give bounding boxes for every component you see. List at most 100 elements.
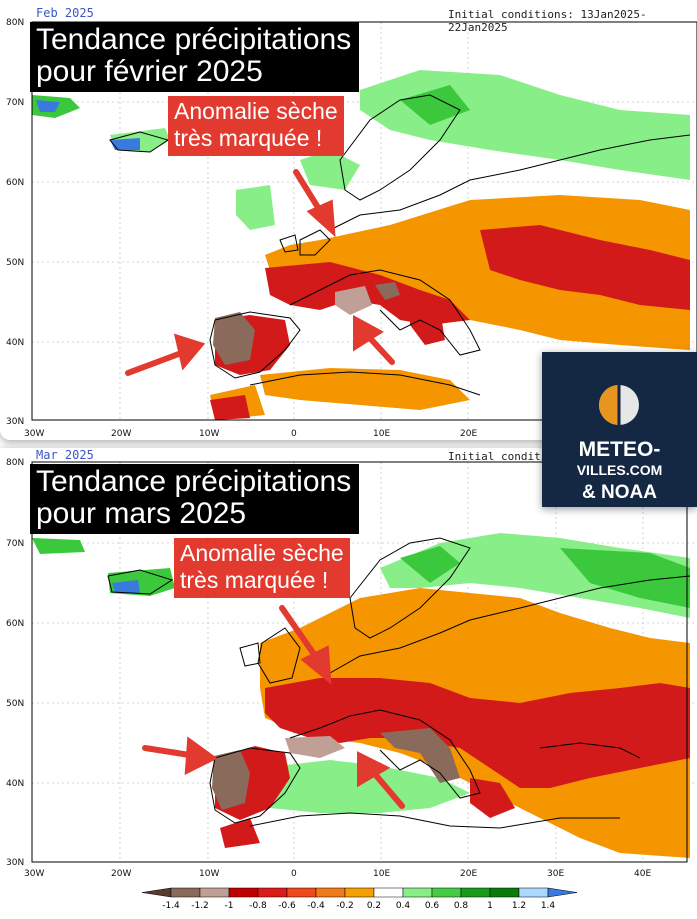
legend-label: 1.4 (541, 901, 556, 911)
arrow-head-icon (300, 645, 332, 685)
map-title: Tendance précipitations pour mars 2025 (30, 464, 360, 534)
brand-name-line1: METEO- (578, 438, 661, 461)
february-map: 80N 70N 60N 50N 40N 30N 30W 20W 10W 0 10… (6, 18, 697, 439)
lon-tick: 10W (199, 869, 219, 879)
lon-tick: 10E (373, 869, 390, 879)
lat-tick: 70N (6, 539, 24, 549)
legend-label: -1.2 (191, 901, 209, 911)
anomaly-line: Anomalie sèche (180, 540, 344, 566)
legend-swatch (286, 887, 317, 898)
legend-swatch (228, 887, 259, 898)
lat-tick: 60N (6, 619, 24, 629)
lat-tick: 80N (6, 458, 24, 468)
lon-tick: 30W (24, 429, 44, 439)
title-line: pour mars 2025 (36, 497, 247, 530)
anomaly-line: très marquée ! (174, 125, 323, 151)
legend-label: -0.4 (307, 901, 325, 911)
lat-tick: 30N (6, 858, 24, 868)
coastlines (107, 537, 691, 829)
legend-label: -1 (225, 901, 234, 911)
arrow-icon (371, 770, 405, 809)
legend-swatch (518, 887, 549, 898)
legend-swatch (170, 887, 201, 898)
wet-anomaly-north (32, 70, 690, 230)
title-line: Tendance précipitations (36, 23, 352, 56)
brand-name-line3: & NOAA (582, 482, 657, 503)
legend-label: -0.2 (336, 901, 354, 911)
lat-tick: 70N (6, 98, 24, 108)
legend-label: 0.8 (454, 901, 469, 911)
legend-label: 0.2 (367, 901, 381, 911)
legend-swatch (373, 887, 404, 898)
lat-tick: 50N (6, 258, 24, 268)
legend-swatch (431, 887, 462, 898)
legend-label: 0.4 (396, 901, 411, 911)
lon-tick: 20E (460, 429, 477, 439)
lon-tick: 10W (199, 429, 219, 439)
arrow-icon (365, 333, 395, 365)
arrows (125, 169, 395, 376)
legend-swatch (199, 887, 230, 898)
legend-label: -0.8 (249, 901, 267, 911)
march-map-panel: 80N 70N 60N 50N 40N 30N 30W 20W 10W 0 10… (0, 448, 697, 919)
legend-label: 1 (487, 901, 493, 911)
march-map: 80N 70N 60N 50N 40N 30N 30W 20W 10W 0 10… (6, 458, 697, 879)
initial-conditions-label: Initial conditions: 13Jan2025-22Jan2025 (448, 8, 647, 34)
lon-tick: 20E (460, 869, 477, 879)
legend-swatch (402, 887, 433, 898)
lon-tick: 20W (111, 429, 131, 439)
dry-anomaly-brown (213, 282, 400, 365)
legend-label: -1.4 (162, 901, 180, 911)
arrows (142, 605, 405, 809)
arrow-head-icon (173, 333, 206, 371)
title-line: pour février 2025 (36, 55, 263, 88)
lat-tick: 40N (6, 338, 24, 348)
anomaly-line: très marquée ! (180, 567, 329, 593)
anomaly-callout: Anomalie sèche très marquée ! (168, 96, 344, 156)
lon-tick: 20W (111, 869, 131, 879)
lon-tick: 30W (24, 869, 44, 879)
lon-tick: 0 (291, 429, 297, 439)
legend-label: -0.6 (278, 901, 296, 911)
lon-tick: 0 (291, 869, 297, 879)
legend-swatch (489, 887, 520, 898)
lon-tick: 30E (547, 869, 564, 879)
precip-anomaly-legend: -1.4 -1.2 -1 -0.8 -0.6 -0.4 -0.2 0.2 0.4 0.6 0.8 1 1… (141, 887, 578, 911)
lat-tick: 30N (6, 417, 24, 427)
arrow-head-icon (353, 314, 384, 352)
arrow-icon (125, 349, 187, 376)
arrow-head-icon (306, 199, 336, 238)
brand-logo-card: METEO- VILLES.COM & NOAA (542, 352, 697, 507)
lat-tick: 80N (6, 18, 24, 28)
map-title: Tendance précipitations pour février 202… (30, 22, 360, 92)
arrow-head-icon (357, 751, 391, 788)
forecast-month-label: Feb 2025 (36, 6, 94, 20)
brand-name-line2: VILLES.COM (576, 462, 663, 478)
legend-swatch (344, 887, 375, 898)
lon-tick: 40E (634, 869, 651, 879)
forecast-month-label: Mar 2025 (36, 448, 94, 462)
sun-moon-logo-icon (599, 385, 639, 425)
legend-label: 0.6 (425, 901, 440, 911)
anomaly-line: Anomalie sèche (174, 98, 338, 124)
title-line: Tendance précipitations (36, 465, 352, 498)
anomaly-callout: Anomalie sèche très marquée ! (174, 538, 350, 598)
lat-tick: 50N (6, 699, 24, 709)
lat-tick: 60N (6, 178, 24, 188)
legend-swatches (141, 887, 578, 898)
legend-swatch (460, 887, 491, 898)
arrow-head-icon (184, 736, 218, 776)
legend-labels: -1.4 -1.2 -1 -0.8 -0.6 -0.4 -0.2 0.2 0.4 0.6 0.8 1 1… (162, 901, 555, 911)
legend-swatch (257, 887, 288, 898)
lat-tick: 40N (6, 779, 24, 789)
lon-tick: 10E (373, 429, 390, 439)
legend-swatch (315, 887, 346, 898)
coastlines (109, 94, 691, 396)
legend-swatch (141, 887, 172, 898)
dry-anomaly-brown (212, 728, 460, 810)
legend-label: 1.2 (512, 901, 526, 911)
arrow-icon (279, 605, 321, 663)
wet-anomaly-north (32, 533, 690, 813)
february-map-panel: 80N 70N 60N 50N 40N 30N 30W 20W 10W 0 10… (0, 0, 697, 440)
legend-swatch (547, 887, 578, 898)
